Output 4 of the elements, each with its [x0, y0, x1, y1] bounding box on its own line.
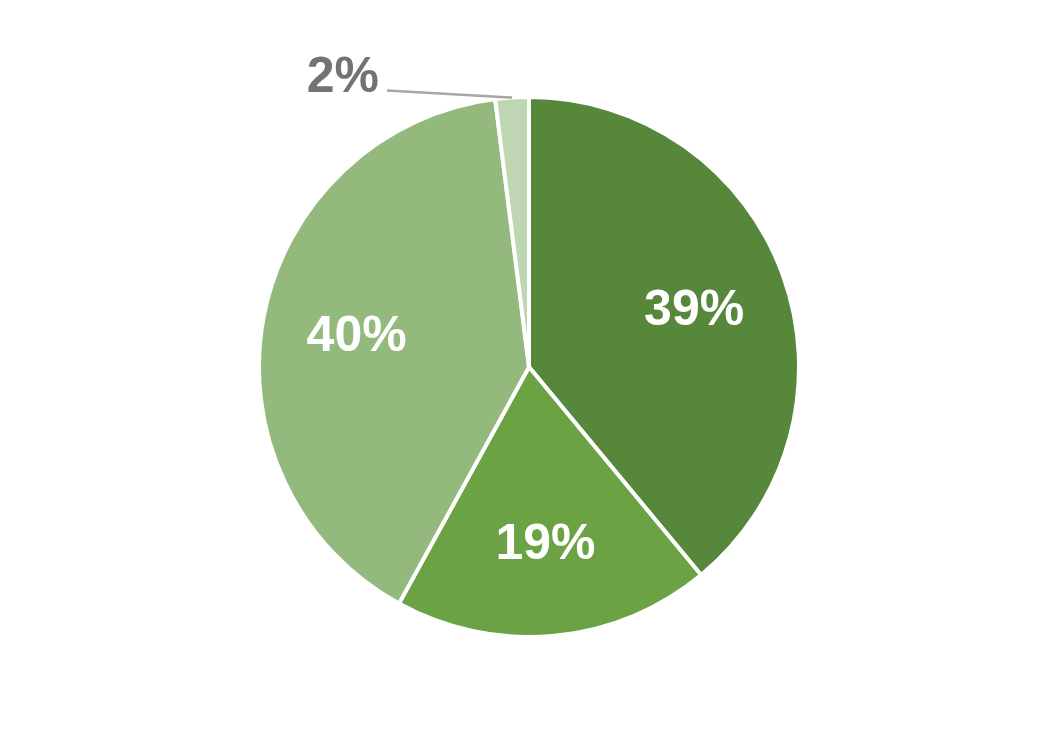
data-label: 40%: [306, 306, 407, 363]
data-label: 19%: [495, 513, 596, 570]
data-label: 39%: [644, 279, 745, 336]
data-label: 2%: [306, 46, 380, 103]
